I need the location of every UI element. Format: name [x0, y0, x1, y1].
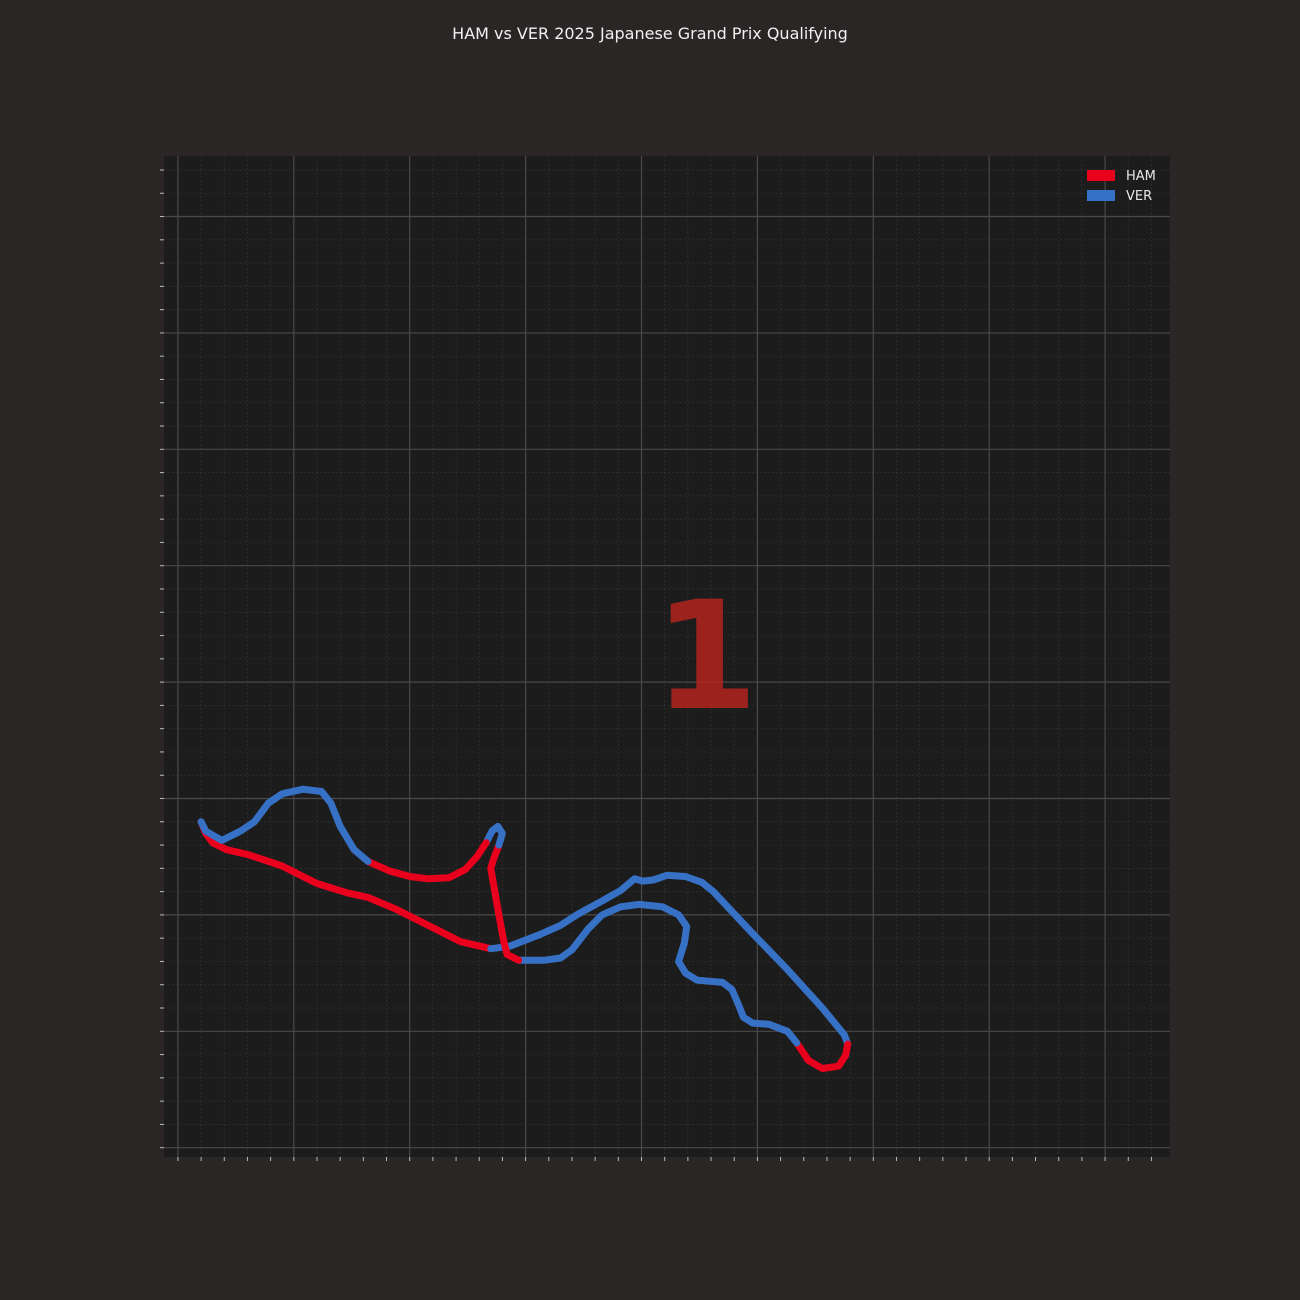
- track-segment-ham: [364, 839, 490, 883]
- legend: HAM VER: [1087, 169, 1156, 204]
- legend-label-ham: HAM: [1126, 169, 1156, 184]
- track-segment-ver: [487, 871, 852, 1048]
- winner-number-mark: 1: [654, 570, 758, 744]
- legend-label-ver: VER: [1126, 189, 1152, 204]
- track-segments: [197, 785, 852, 1072]
- legend-swatch-ver: [1087, 190, 1115, 201]
- track-segment-ver: [482, 822, 506, 849]
- major-grid: [164, 156, 1170, 1157]
- axis-ticks: [160, 169, 1152, 1161]
- track-segment-ver: [515, 900, 801, 1047]
- minor-grid: [164, 156, 1170, 1157]
- track-segment-ver: [197, 785, 372, 865]
- chart-title: HAM vs VER 2025 Japanese Grand Prix Qual…: [452, 24, 848, 43]
- legend-swatch-ham: [1087, 170, 1115, 181]
- track-segment-ham: [487, 841, 523, 964]
- plot-area: [164, 156, 1170, 1157]
- track-segment-ham: [197, 818, 495, 953]
- track-segment-ham: [793, 1039, 852, 1072]
